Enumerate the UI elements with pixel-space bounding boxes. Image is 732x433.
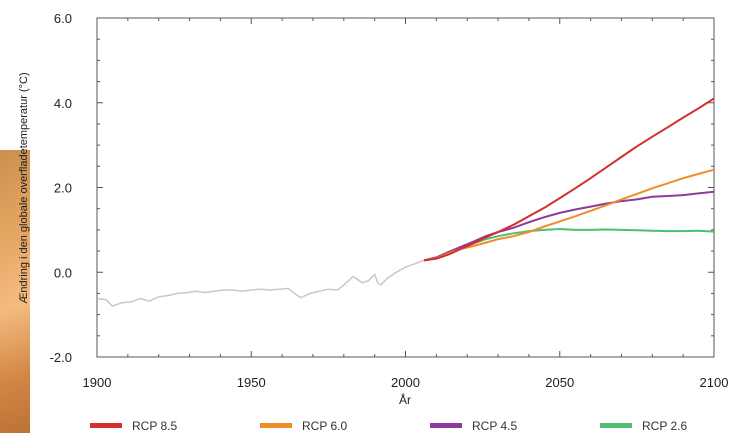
- x-tick-label: 1900: [83, 375, 112, 390]
- legend-swatch: [430, 423, 462, 428]
- axis-ticks: [96, 17, 715, 358]
- legend: RCP 8.5 RCP 6.0 RCP 4.5 RCP 2.6: [90, 419, 687, 433]
- y-tick-label: 2.0: [54, 181, 72, 196]
- legend-label: RCP 6.0: [302, 419, 347, 433]
- legend-swatch: [260, 423, 292, 428]
- y-tick-labels: -2.0 0.0 2.0 4.0 6.0: [50, 11, 72, 365]
- x-tick-label: 1950: [237, 375, 266, 390]
- x-tick-label: 2000: [391, 375, 420, 390]
- y-tick-label: -2.0: [50, 350, 72, 365]
- y-axis-title: Ændring i den globale overfladetemperatu…: [18, 72, 30, 303]
- legend-label: RCP 4.5: [472, 419, 517, 433]
- x-axis-title: År: [399, 392, 411, 407]
- plot-frame: [96, 17, 715, 358]
- y-tick-label: 4.0: [54, 96, 72, 111]
- x-tick-label: 2050: [545, 375, 574, 390]
- background-map-fragment: [0, 150, 30, 433]
- legend-label: RCP 8.5: [132, 419, 177, 433]
- historical-line: [96, 259, 425, 307]
- x-tick-label: 2100: [700, 375, 729, 390]
- legend-swatch: [600, 423, 632, 428]
- legend-swatch: [90, 423, 122, 428]
- y-tick-label: 6.0: [54, 11, 72, 26]
- chart-lines: [96, 97, 715, 307]
- x-tick-labels: 1900 1950 2000 2050 2100: [83, 375, 729, 390]
- series-line-rcp-4-5: [423, 190, 715, 262]
- series-line-rcp-8-5: [423, 97, 715, 262]
- y-tick-label: 0.0: [54, 265, 72, 280]
- legend-label: RCP 2.6: [642, 419, 687, 433]
